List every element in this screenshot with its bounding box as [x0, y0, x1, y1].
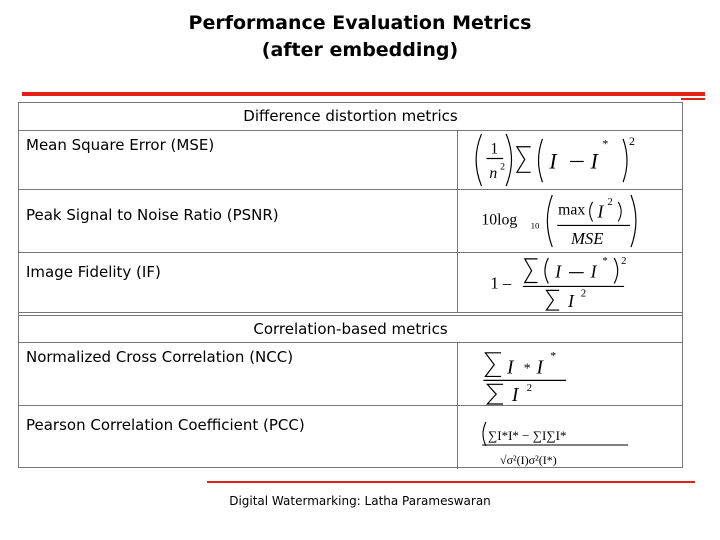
pcc-denominator: √σ²(I)σ²(I*): [500, 453, 557, 467]
if-formula-icon: 1 – I I * 2 I 2: [490, 255, 626, 311]
psnr-label: Peak Signal to Noise Ratio (PSNR): [26, 206, 279, 224]
svg-text:I: I: [597, 202, 605, 222]
svg-text:2: 2: [629, 134, 635, 148]
ncc-formula-cell: I * I * I 2: [457, 343, 682, 405]
difference-section-heading: Difference distortion metrics: [19, 103, 682, 131]
svg-text:*: *: [550, 349, 556, 363]
svg-text:2: 2: [621, 255, 626, 267]
svg-text:2: 2: [581, 287, 586, 299]
correlation-section-label: Correlation-based metrics: [253, 320, 448, 338]
ncc-row: Normalized Cross Correlation (NCC) I * I…: [19, 343, 682, 406]
pcc-numerator: ∑I*I* − ∑I∑I*: [488, 428, 566, 443]
svg-text:I: I: [590, 262, 598, 282]
psnr-mse: MSE: [570, 229, 604, 248]
svg-text:I: I: [548, 149, 558, 173]
slide-footer: Digital Watermarking: Latha Parameswaran: [229, 494, 491, 508]
ncc-label: Normalized Cross Correlation (NCC): [26, 348, 294, 366]
mse-formula-icon: 1 n 2 I I * 2: [475, 133, 635, 187]
svg-text:2: 2: [527, 382, 532, 394]
if-row: Image Fidelity (IF) 1 – I I * 2 I 2: [19, 253, 682, 313]
pcc-row: Pearson Correlation Coefficient (PCC) ∑I…: [19, 406, 682, 469]
svg-text:I: I: [536, 357, 545, 379]
metrics-table: Difference distortion metrics Mean Squar…: [18, 102, 683, 469]
mse-one: 1: [490, 141, 498, 158]
ncc-formula-icon: I * I * I 2: [483, 349, 567, 405]
if-label: Image Fidelity (IF): [26, 263, 161, 281]
title-line-1: Performance Evaluation Metrics: [188, 12, 532, 34]
svg-text:I: I: [554, 262, 562, 282]
psnr-max: max: [558, 202, 585, 219]
pcc-formula-cell: ∑I*I* − ∑I∑I* √σ²(I)σ²(I*): [457, 406, 682, 469]
pcc-formula-icon: ∑I*I* − ∑I∑I* √σ²(I)σ²(I*): [482, 421, 628, 467]
top-red-line: [22, 92, 705, 96]
svg-text:*: *: [602, 255, 607, 267]
psnr-formula-cell: 10log 10 max I 2 MSE: [457, 190, 682, 252]
svg-text:2: 2: [500, 161, 505, 172]
top-red-line-right-extension: [681, 98, 705, 100]
svg-text:I: I: [506, 357, 515, 379]
svg-text:I: I: [567, 291, 575, 311]
correlation-section-heading: Correlation-based metrics: [19, 315, 682, 343]
title-line-2: (after embedding): [261, 39, 459, 61]
psnr-ten-log: 10log: [481, 211, 517, 228]
psnr-row: Peak Signal to Noise Ratio (PSNR) 10log …: [19, 190, 682, 253]
psnr-formula-icon: 10log 10 max I 2 MSE: [481, 194, 637, 248]
difference-section-label: Difference distortion metrics: [243, 107, 458, 125]
svg-text:*: *: [524, 361, 531, 376]
mse-row: Mean Square Error (MSE) 1 n 2 I I * 2: [19, 131, 682, 190]
svg-text:*: *: [602, 137, 608, 151]
bottom-red-line: [207, 481, 695, 483]
pcc-label: Pearson Correlation Coefficient (PCC): [26, 416, 305, 434]
psnr-log-subscript: 10: [531, 220, 540, 230]
if-one-minus: 1 –: [490, 273, 512, 292]
slide-title: Performance Evaluation Metrics (after em…: [0, 10, 720, 64]
if-formula-cell: 1 – I I * 2 I 2: [457, 253, 682, 312]
svg-text:I: I: [511, 384, 520, 405]
svg-text:2: 2: [607, 196, 612, 208]
svg-text:I: I: [590, 149, 600, 173]
mse-formula-cell: 1 n 2 I I * 2: [457, 131, 682, 189]
mse-label: Mean Square Error (MSE): [26, 136, 215, 154]
mse-n: n: [489, 165, 497, 182]
